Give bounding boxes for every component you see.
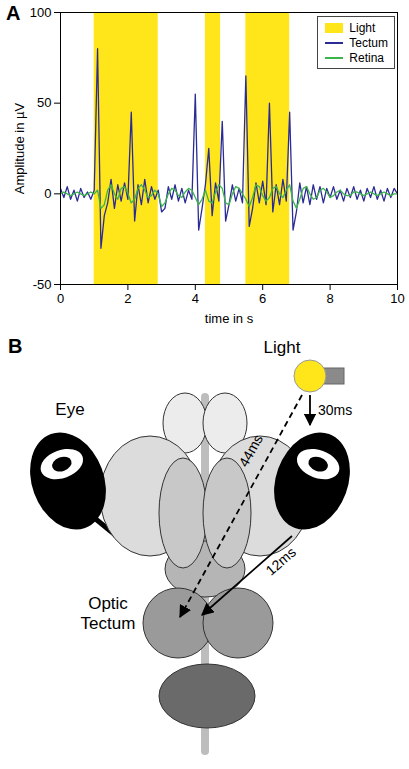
svg-text:8: 8 [326,291,333,306]
svg-text:time in s: time in s [205,311,254,326]
svg-text:0: 0 [44,186,51,201]
svg-text:30ms: 30ms [318,402,352,418]
svg-text:-50: -50 [33,277,52,292]
svg-text:Light: Light [264,338,301,357]
html-text:A: A [6,2,21,24]
svg-text:Amplitude in µV: Amplitude in µV [12,103,27,195]
svg-text:6: 6 [259,291,266,306]
svg-text:4: 4 [192,291,199,306]
html-text:Light: Light [349,20,376,35]
html-text:Tectum: Tectum [349,35,388,50]
svg-text:44ms: 44ms [235,432,266,470]
svg-text:2: 2 [124,291,131,306]
svg-text:0: 0 [57,291,64,306]
svg-text:Eye: Eye [55,400,84,419]
svg-text:10: 10 [390,291,404,306]
svg-text:50: 50 [37,95,51,110]
svg-text:OpticTectum: OpticTectum [81,594,136,633]
html-text:Retina: Retina [349,50,384,65]
svg-text:12ms: 12ms [263,544,299,579]
svg-text:100: 100 [30,5,52,20]
svg-text:B: B [8,335,22,357]
